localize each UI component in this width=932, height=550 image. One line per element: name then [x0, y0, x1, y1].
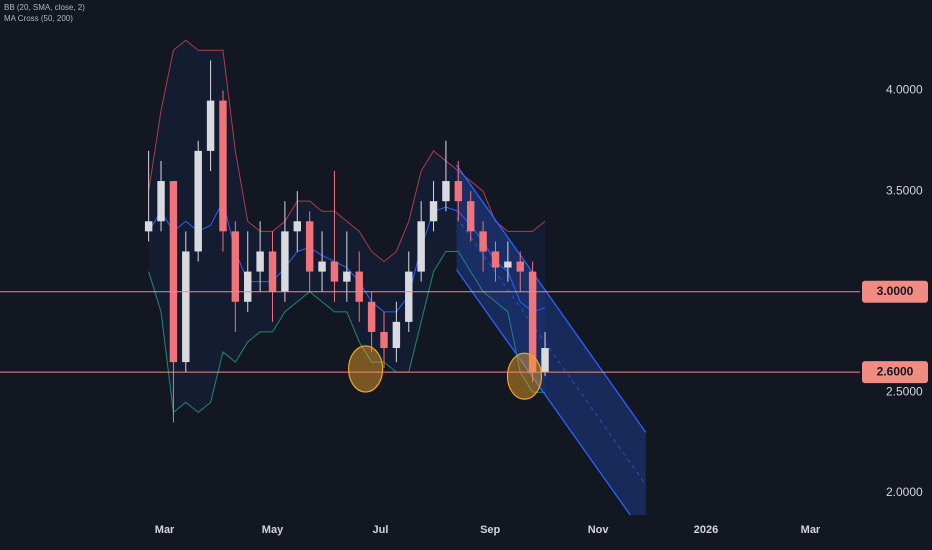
- candle-body: [231, 231, 240, 302]
- candle-body: [293, 221, 301, 232]
- candle-body: [516, 261, 524, 272]
- candle-body: [392, 321, 401, 349]
- level-label-box: [862, 361, 928, 384]
- candle-body: [268, 251, 277, 292]
- x-tick-label: Sep: [480, 524, 500, 536]
- y-tick-label: 4.0000: [886, 83, 923, 97]
- candle-body: [305, 221, 314, 272]
- candle-body: [466, 201, 475, 232]
- x-tick-label: Jul: [372, 524, 388, 536]
- candle-body: [194, 150, 202, 252]
- channel-midline: [456, 216, 647, 486]
- level-label: 2.6000: [877, 364, 914, 378]
- candle-body: [355, 271, 363, 302]
- channel-line: [456, 269, 632, 515]
- x-tick-label: Mar: [801, 524, 821, 536]
- plot-area: [144, 39, 647, 515]
- y-tick-label: 2.5000: [886, 384, 923, 398]
- candle-body: [244, 271, 252, 302]
- level-label: 3.0000: [877, 284, 914, 298]
- x-tick-label: Mar: [155, 524, 175, 536]
- channel-line: [456, 164, 647, 433]
- candle-body: [528, 271, 537, 373]
- channel-fill: [456, 164, 646, 515]
- band-line: [148, 250, 546, 414]
- y-tick-label: 2.0000: [886, 485, 923, 499]
- x-tick-label: May: [262, 524, 284, 536]
- candle-body: [343, 271, 351, 282]
- candle-body: [405, 271, 413, 322]
- x-tick-label: 2026: [694, 524, 718, 536]
- candle-body: [256, 251, 264, 272]
- indicator-label: MA Cross (50, 200): [4, 14, 73, 23]
- band-fill: [148, 40, 546, 413]
- candle-body: [206, 100, 215, 151]
- candle-body: [541, 348, 549, 373]
- candle-body: [429, 201, 438, 222]
- candle-body: [479, 231, 487, 252]
- candle-body: [380, 331, 388, 349]
- candle-body: [169, 181, 178, 363]
- candle-body: [442, 181, 450, 202]
- indicator-label: BB (20, SMA, close, 2): [4, 3, 85, 12]
- x-tick-label: Nov: [588, 524, 610, 536]
- y-tick-label: 3.5000: [886, 183, 923, 197]
- candle-body: [182, 251, 190, 363]
- candle-body: [504, 261, 512, 268]
- candle-body: [281, 231, 289, 292]
- highlight-circle: [506, 352, 543, 400]
- candle-body: [318, 261, 326, 272]
- candle-body: [144, 221, 153, 232]
- candle-body: [417, 221, 425, 272]
- highlight-circle: [347, 345, 384, 393]
- band-line: [148, 39, 546, 263]
- candle-body: [330, 261, 339, 282]
- candle-body: [454, 181, 463, 202]
- candle-body: [491, 251, 500, 268]
- candle-body: [367, 301, 376, 332]
- candle-body: [157, 181, 165, 222]
- candle-body: [219, 100, 227, 232]
- level-label-box: [862, 280, 928, 303]
